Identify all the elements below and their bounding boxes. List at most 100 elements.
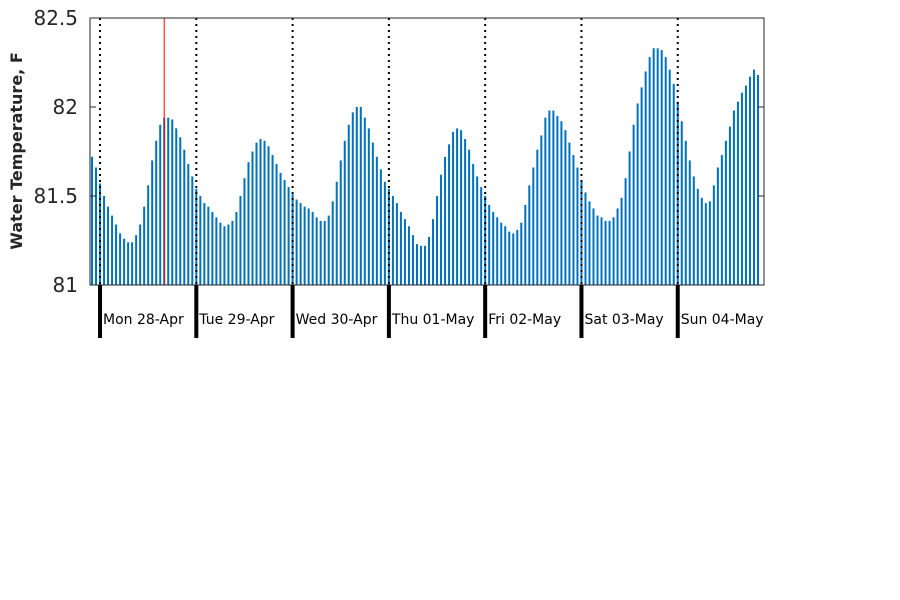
y-tick-label: 81 bbox=[53, 273, 78, 297]
bar bbox=[460, 130, 463, 285]
bar bbox=[131, 242, 134, 285]
bar bbox=[732, 110, 735, 285]
bar bbox=[448, 144, 451, 285]
bar bbox=[247, 162, 250, 285]
bar bbox=[600, 217, 603, 285]
day-label: Mon 28-Apr bbox=[103, 312, 184, 328]
bar bbox=[668, 69, 671, 286]
bar bbox=[295, 199, 298, 285]
y-axis: 81 81.5 82 82.5 bbox=[33, 6, 764, 297]
bar bbox=[119, 233, 122, 285]
bar bbox=[411, 235, 414, 285]
bar-series bbox=[91, 48, 759, 286]
bar bbox=[628, 151, 631, 285]
bar bbox=[315, 217, 318, 285]
bar bbox=[436, 196, 439, 285]
bar bbox=[496, 217, 499, 285]
bar bbox=[680, 121, 683, 286]
bar bbox=[219, 222, 222, 285]
bar bbox=[472, 163, 475, 285]
day-label: Sat 03-May bbox=[585, 312, 664, 328]
bar bbox=[660, 50, 663, 285]
bar bbox=[207, 206, 210, 285]
bar bbox=[544, 117, 547, 286]
bar bbox=[339, 160, 342, 285]
bar bbox=[235, 212, 238, 285]
bar bbox=[604, 220, 607, 285]
bar bbox=[183, 149, 186, 285]
bar bbox=[712, 185, 715, 285]
bar bbox=[504, 226, 507, 285]
bar bbox=[211, 212, 214, 285]
bar bbox=[524, 204, 527, 285]
bar bbox=[143, 206, 146, 285]
bar bbox=[572, 155, 575, 285]
bar bbox=[399, 212, 402, 285]
bar bbox=[588, 201, 591, 285]
bar bbox=[508, 231, 511, 285]
bar bbox=[580, 181, 583, 285]
bar bbox=[564, 130, 567, 285]
bar bbox=[536, 149, 539, 285]
bar bbox=[155, 140, 158, 285]
bar bbox=[428, 236, 431, 285]
bar bbox=[135, 235, 138, 285]
bar bbox=[327, 215, 330, 285]
bar bbox=[227, 224, 230, 285]
bar bbox=[419, 245, 422, 285]
bar bbox=[139, 224, 142, 285]
bar bbox=[311, 212, 314, 285]
bar bbox=[440, 174, 443, 285]
bar bbox=[704, 203, 707, 285]
bar bbox=[512, 233, 515, 285]
bar bbox=[391, 196, 394, 285]
bar bbox=[652, 48, 655, 286]
bar bbox=[187, 163, 190, 285]
bar bbox=[303, 206, 306, 285]
bar bbox=[480, 187, 483, 285]
bar bbox=[351, 112, 354, 285]
bar bbox=[335, 181, 338, 285]
bar bbox=[452, 131, 455, 285]
y-tick-label: 81.5 bbox=[33, 184, 78, 208]
bar bbox=[736, 101, 739, 285]
bar bbox=[724, 140, 727, 285]
bar bbox=[556, 115, 559, 286]
bar bbox=[147, 185, 150, 285]
bar bbox=[283, 179, 286, 285]
bar bbox=[488, 204, 491, 285]
bar bbox=[215, 217, 218, 285]
bar bbox=[696, 188, 699, 285]
bar bbox=[159, 124, 162, 285]
bar bbox=[287, 187, 290, 285]
bar bbox=[708, 201, 711, 285]
bar bbox=[468, 149, 471, 285]
bar bbox=[363, 117, 366, 286]
bar bbox=[688, 160, 691, 285]
bar bbox=[464, 139, 467, 285]
bar bbox=[259, 139, 262, 285]
bar bbox=[500, 222, 503, 285]
bar bbox=[123, 238, 126, 285]
bar bbox=[640, 87, 643, 285]
bar bbox=[267, 146, 270, 285]
bar bbox=[191, 176, 194, 285]
plot-background bbox=[90, 18, 764, 285]
day-label: Thu 01-May bbox=[391, 312, 475, 328]
bar bbox=[375, 156, 378, 285]
bar bbox=[407, 226, 410, 285]
bar bbox=[672, 83, 675, 285]
bar bbox=[111, 215, 114, 285]
bar bbox=[299, 203, 302, 285]
bar bbox=[636, 103, 639, 285]
bar bbox=[387, 188, 390, 285]
y-tick-label: 82 bbox=[53, 95, 78, 119]
bar bbox=[476, 176, 479, 285]
bar bbox=[584, 192, 587, 285]
bar bbox=[740, 92, 743, 285]
bar bbox=[271, 155, 274, 285]
bar bbox=[319, 220, 322, 285]
bar bbox=[175, 128, 178, 285]
day-label: Fri 02-May bbox=[488, 312, 561, 328]
bar bbox=[195, 188, 198, 285]
